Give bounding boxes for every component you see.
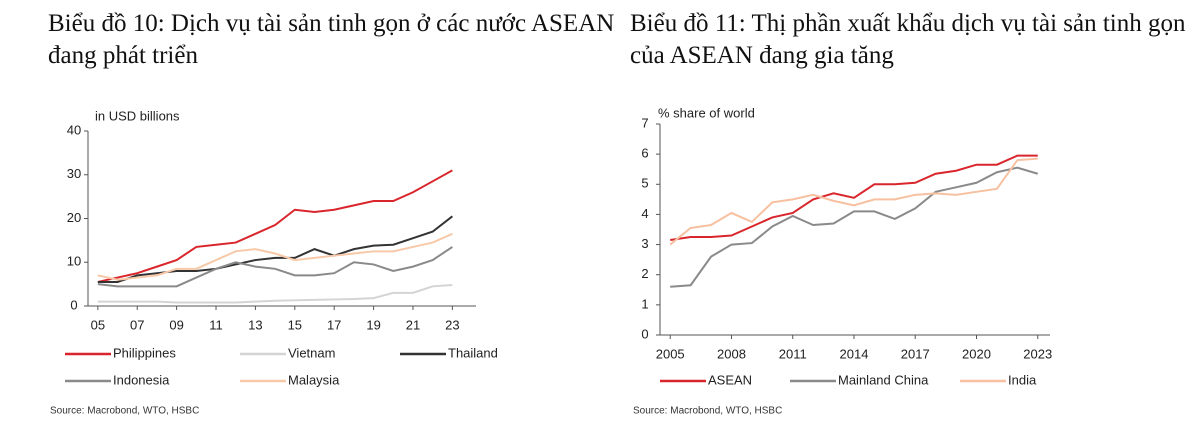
series-line bbox=[670, 154, 1038, 242]
y-tick-label: 2 bbox=[641, 266, 648, 281]
y-tick-label: 7 bbox=[641, 115, 648, 130]
legend-label: ASEAN bbox=[708, 372, 752, 387]
chart-title: Biểu đồ 11: Thị phần xuất khẩu dịch vụ t… bbox=[630, 10, 1186, 69]
legend-label: Mainland China bbox=[838, 372, 929, 387]
legend-label: Thailand bbox=[448, 345, 498, 360]
legend-label: Malaysia bbox=[288, 372, 340, 387]
series-line bbox=[97, 215, 453, 283]
x-tick-label: 2020 bbox=[962, 346, 991, 361]
y-tick-label: 20 bbox=[67, 210, 81, 225]
y-tick-label: 1 bbox=[641, 296, 648, 311]
y-tick-label: 0 bbox=[641, 326, 648, 341]
source-note: Source: Macrobond, WTO, HSBC bbox=[50, 406, 199, 417]
x-tick-label: 07 bbox=[130, 317, 144, 332]
x-tick-label: 13 bbox=[248, 317, 262, 332]
legend-label: Vietnam bbox=[288, 345, 335, 360]
x-tick-label: 2017 bbox=[901, 346, 930, 361]
x-tick-label: 2023 bbox=[1023, 346, 1052, 361]
legend-label: India bbox=[1008, 372, 1037, 387]
y-tick-label: 6 bbox=[641, 146, 648, 161]
legend-label: Indonesia bbox=[113, 372, 170, 387]
y-axis-label: in USD billions bbox=[95, 108, 180, 123]
y-tick-label: 0 bbox=[70, 297, 77, 312]
x-tick-label: 17 bbox=[327, 317, 341, 332]
y-axis-label: % share of world bbox=[658, 105, 755, 120]
y-tick-label: 5 bbox=[641, 176, 648, 191]
x-tick-label: 05 bbox=[91, 317, 105, 332]
series-line bbox=[97, 232, 453, 281]
y-tick-label: 30 bbox=[67, 166, 81, 181]
x-tick-label: 2014 bbox=[840, 346, 869, 361]
x-tick-label: 21 bbox=[406, 317, 420, 332]
y-tick-label: 10 bbox=[67, 254, 81, 269]
chart-title: Biểu đồ 10: Dịch vụ tài sản tinh gọn ở c… bbox=[48, 10, 615, 69]
x-tick-label: 23 bbox=[445, 317, 459, 332]
x-tick-label: 2005 bbox=[656, 346, 685, 361]
series-line bbox=[97, 169, 453, 283]
series-line bbox=[669, 157, 1038, 246]
y-tick-label: 4 bbox=[641, 206, 648, 221]
x-tick-label: 2008 bbox=[717, 346, 746, 361]
legend-label: Philippines bbox=[113, 345, 176, 360]
x-tick-label: 2011 bbox=[779, 346, 807, 361]
series-line bbox=[670, 166, 1039, 288]
y-tick-label: 3 bbox=[641, 236, 648, 251]
x-tick-label: 09 bbox=[169, 317, 183, 332]
y-tick-label: 40 bbox=[67, 122, 81, 137]
source-note: Source: Macrobond, WTO, HSBC bbox=[633, 406, 782, 417]
series-line bbox=[97, 246, 453, 288]
series-line bbox=[97, 284, 453, 304]
x-tick-label: 15 bbox=[288, 317, 302, 332]
x-tick-label: 19 bbox=[366, 317, 380, 332]
x-tick-label: 11 bbox=[209, 317, 223, 332]
